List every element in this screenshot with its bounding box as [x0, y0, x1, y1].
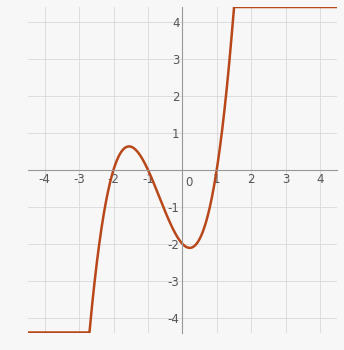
Text: 0: 0	[185, 176, 192, 189]
